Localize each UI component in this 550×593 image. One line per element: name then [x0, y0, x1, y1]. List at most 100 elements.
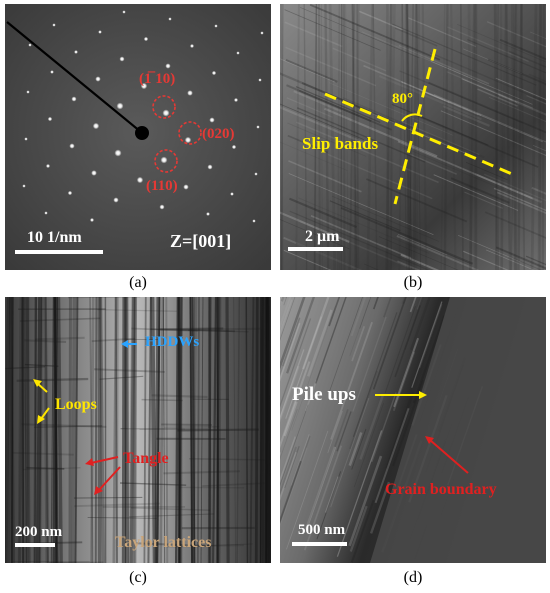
slip-streak	[288, 197, 358, 229]
dislocation-wall	[114, 297, 118, 563]
diffraction-spot	[165, 63, 171, 69]
dislocation-wall	[211, 297, 218, 563]
diffraction-spot	[52, 23, 56, 27]
pile-up-streak	[315, 297, 347, 384]
diffraction-spot	[119, 56, 125, 62]
slip-streak	[286, 97, 333, 118]
dislocation-wall	[25, 297, 30, 563]
diffraction-spot	[122, 10, 126, 14]
caption-b: (b)	[403, 274, 423, 291]
pile-up-streak	[283, 445, 300, 489]
pile-up-streak	[409, 297, 431, 351]
pile-up-streak	[280, 435, 311, 524]
slip-streak	[284, 21, 343, 48]
slip-streak	[428, 81, 546, 134]
tangle-line	[99, 375, 144, 380]
slip-streak	[457, 235, 521, 262]
diffraction-spot	[114, 149, 122, 157]
scale-bar	[15, 250, 103, 254]
pile-up-streak	[348, 432, 363, 466]
adjacent-grain	[370, 297, 546, 563]
dislocation-wall	[24, 297, 27, 563]
diffraction-spot	[47, 116, 53, 122]
dislocation-wall	[53, 297, 59, 563]
pile-up-streak	[305, 380, 318, 412]
slip-streak	[430, 246, 471, 264]
hddws-arrowhead	[121, 340, 128, 348]
loops-arrowhead-2	[37, 415, 45, 424]
pile-up-streak	[359, 297, 372, 329]
dislocation-wall	[249, 297, 255, 563]
vertical-streak	[416, 4, 422, 270]
tangle-label: Tangle	[123, 450, 169, 467]
dislocation-wall	[216, 297, 222, 563]
tangle-line	[97, 308, 177, 312]
dislocation-wall	[43, 297, 49, 563]
slip-streak	[288, 173, 434, 236]
vertical-streak	[408, 4, 414, 270]
tangle-line	[91, 337, 136, 343]
slip-streak	[450, 177, 510, 204]
slip-streak	[488, 96, 546, 122]
dislocation-wall	[191, 297, 196, 563]
vertical-streak	[499, 4, 504, 270]
tangle-line	[87, 517, 157, 519]
vertical-streak	[345, 4, 349, 270]
beam-stopper	[6, 21, 142, 133]
dislocation-wall	[11, 297, 14, 563]
vertical-streak	[412, 4, 418, 270]
vertical-streak	[517, 4, 523, 270]
hddws-label: HDDWs	[145, 334, 200, 350]
pile-up-streak	[306, 409, 349, 525]
dislocation-wall	[89, 297, 94, 563]
dislocation-wall	[121, 297, 127, 563]
pile-up-streak	[280, 297, 296, 341]
dislocation-wall	[165, 297, 169, 563]
diffraction-spot	[187, 90, 193, 96]
vertical-streak	[337, 4, 341, 270]
dislocation-wall	[94, 297, 98, 563]
dislocation-wall	[132, 297, 137, 563]
dislocation-wall	[156, 297, 161, 563]
vertical-streak	[504, 4, 512, 270]
dislocation-wall	[50, 297, 54, 563]
spot-circle-3	[154, 149, 178, 173]
diffraction-image	[5, 4, 271, 270]
dislocation-wall	[225, 297, 230, 563]
dislocation-wall	[90, 297, 95, 563]
pile-up-streak	[411, 301, 443, 388]
pile-up-streak	[280, 297, 292, 330]
pile-up-streak	[280, 361, 311, 449]
slip-streak	[442, 105, 490, 127]
slip-streak	[298, 89, 392, 131]
diffraction-spot	[71, 96, 77, 102]
pile-up-streak	[371, 392, 397, 462]
vertical-streak	[459, 4, 464, 270]
vertical-streak	[406, 4, 413, 270]
pile-up-streak	[283, 401, 298, 437]
slip-streak	[289, 210, 429, 270]
dislocation-wall	[52, 297, 58, 563]
slip-streak	[457, 23, 546, 63]
dislocation-wall	[44, 297, 50, 563]
slip-streak	[496, 191, 546, 214]
tangle-arrow-1	[90, 456, 119, 464]
slip-streak	[285, 46, 377, 87]
dislocation-wall	[189, 297, 193, 563]
pile-up-streak	[286, 297, 316, 374]
slip-streak	[498, 93, 546, 116]
slip-streak	[464, 191, 503, 209]
diffraction-spot	[190, 44, 194, 48]
tangle-line	[178, 327, 261, 332]
tangle-line	[24, 363, 59, 367]
slip-streak	[329, 200, 401, 232]
slip-streak	[397, 233, 447, 256]
scale-bar	[288, 247, 343, 251]
vertical-streak	[469, 4, 476, 270]
tangle-line	[131, 327, 199, 332]
pile-up-streak	[372, 297, 407, 390]
diffraction-spot	[69, 143, 75, 149]
pile-up-streak	[280, 409, 298, 461]
grain-boundary-arrowhead	[425, 436, 434, 444]
vertical-streak	[494, 4, 499, 270]
